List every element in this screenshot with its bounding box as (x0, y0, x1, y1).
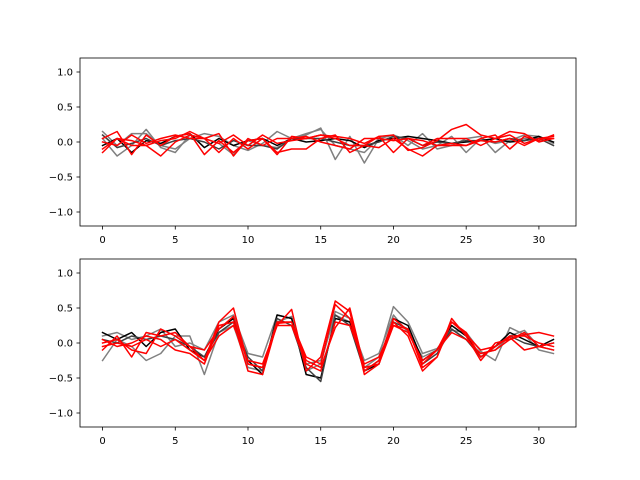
y-tick-label: 0.5 (57, 304, 73, 315)
x-tick-label: 0 (99, 436, 105, 447)
series-line-7 (101, 303, 555, 372)
y-tick-label: 0.5 (57, 103, 73, 114)
x-tick-label: 25 (460, 235, 473, 246)
subplot-1: 0 5 10 15 20 25 30 −1.0 −0.5 0.0 0.5 1.0 (49, 57, 577, 246)
x-tick-label: 20 (387, 235, 400, 246)
x-tick-label: 25 (460, 436, 473, 447)
series-line-2 (101, 314, 555, 365)
y-tick-label: 0.0 (57, 138, 73, 149)
subplot-2: 0 5 10 15 20 25 30 −1.0 −0.5 0.0 0.5 1.0 (49, 258, 577, 447)
series-line-8 (101, 321, 555, 372)
x-tick-label: 30 (533, 436, 546, 447)
x-tick-label: 30 (533, 235, 546, 246)
y-tick-label: −0.5 (49, 374, 73, 385)
series-line-1 (101, 127, 555, 164)
y-tick-label: 0.0 (57, 339, 73, 350)
x-tick-label: 0 (99, 235, 105, 246)
y-tick-label: 1.0 (57, 68, 73, 79)
x-tick-label: 15 (314, 235, 327, 246)
x-tick-label: 5 (172, 436, 178, 447)
x-tick-label: 15 (314, 436, 327, 447)
series-line-5 (101, 123, 555, 157)
y-tick-label: −1.0 (49, 208, 73, 219)
x-tick-label: 10 (242, 235, 255, 246)
series-line-8 (101, 130, 555, 154)
y-tick-label: −1.0 (49, 409, 73, 420)
series-line-5 (101, 300, 555, 376)
y-tick-label: 1.0 (57, 269, 73, 280)
series-line-7 (101, 132, 555, 157)
x-tick-label: 20 (387, 436, 400, 447)
x-tick-label: 10 (242, 436, 255, 447)
y-tick-label: −0.5 (49, 173, 73, 184)
x-tick-label: 5 (172, 235, 178, 246)
